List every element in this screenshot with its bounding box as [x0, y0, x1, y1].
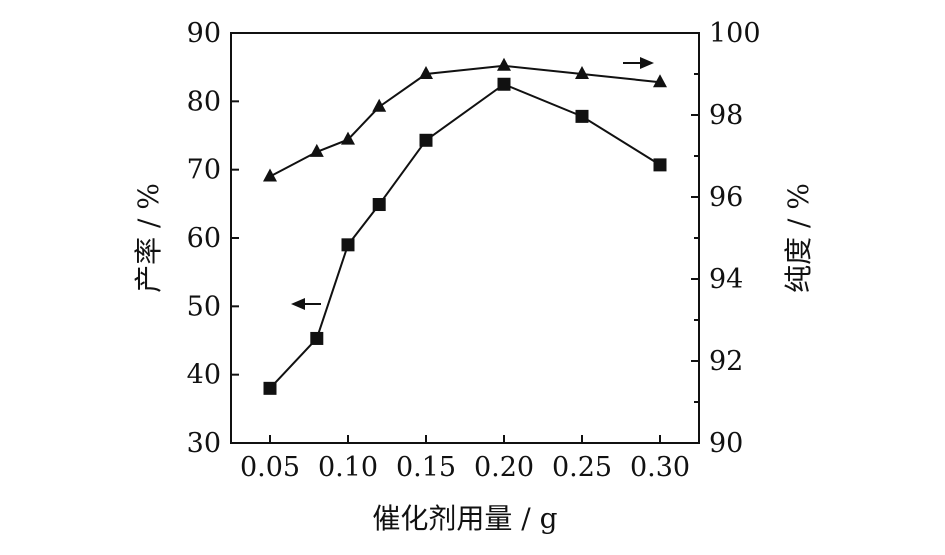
arrow-layer: [291, 57, 654, 310]
y-right-tick-label: 94: [709, 264, 743, 295]
y-right-tick-label: 90: [709, 428, 743, 459]
plot-frame: [230, 32, 700, 444]
y-left-tick-label: 70: [187, 155, 221, 186]
y-axis-title-right: 纯度 / %: [782, 183, 815, 293]
y-left-tick-label: 90: [187, 18, 221, 49]
ticks-layer: 0.05 0.10 0.15 0.20 0.25 0.30 30 40 50 60 70 80 90 90…: [187, 18, 761, 483]
data-point-triangle: [419, 66, 433, 79]
x-tick-label: 0.25: [552, 452, 612, 483]
data-point-square: [263, 381, 277, 395]
data-point-triangle: [653, 74, 667, 88]
x-tick-label: 0.30: [630, 452, 690, 483]
data-point-square: [341, 238, 355, 252]
data-point-square: [310, 331, 324, 345]
data-point-square: [497, 77, 511, 91]
x-tick-label: 0.10: [318, 452, 378, 483]
arrow-left-head: [291, 298, 305, 310]
y-right-tick-label: 100: [709, 18, 761, 49]
data-point-triangle: [575, 66, 589, 79]
y-left-tick-label: 80: [187, 86, 221, 117]
y-right-tick-label: 92: [709, 346, 743, 377]
data-point-triangle: [309, 143, 324, 157]
x-axis-title: 催化剂用量 / g: [372, 502, 557, 535]
data-point-square: [372, 198, 386, 212]
y-left-tick-label: 30: [187, 428, 221, 459]
y-right-tick-label: 96: [709, 182, 743, 213]
data-point-triangle: [372, 98, 387, 112]
series-line-right: [269, 64, 661, 178]
data-point-square: [419, 133, 433, 147]
data-point-triangle: [263, 168, 277, 182]
y-axis-title-left: 产率 / %: [132, 183, 165, 293]
series-line-left: [269, 83, 661, 390]
data-point-square: [653, 158, 667, 172]
y-left-tick-label: 40: [187, 360, 221, 391]
data-point-triangle: [497, 57, 511, 71]
y-right-tick-label: 98: [709, 100, 743, 131]
data-point-square: [575, 109, 589, 123]
y-left-tick-label: 50: [187, 291, 221, 322]
data-point-triangle: [341, 131, 355, 145]
series-layer: [263, 57, 667, 395]
x-tick-label: 0.15: [396, 452, 456, 483]
y-left-tick-label: 60: [187, 223, 221, 254]
x-tick-label: 0.05: [240, 452, 300, 483]
arrow-right-head: [640, 57, 654, 69]
x-tick-label: 0.20: [474, 452, 534, 483]
